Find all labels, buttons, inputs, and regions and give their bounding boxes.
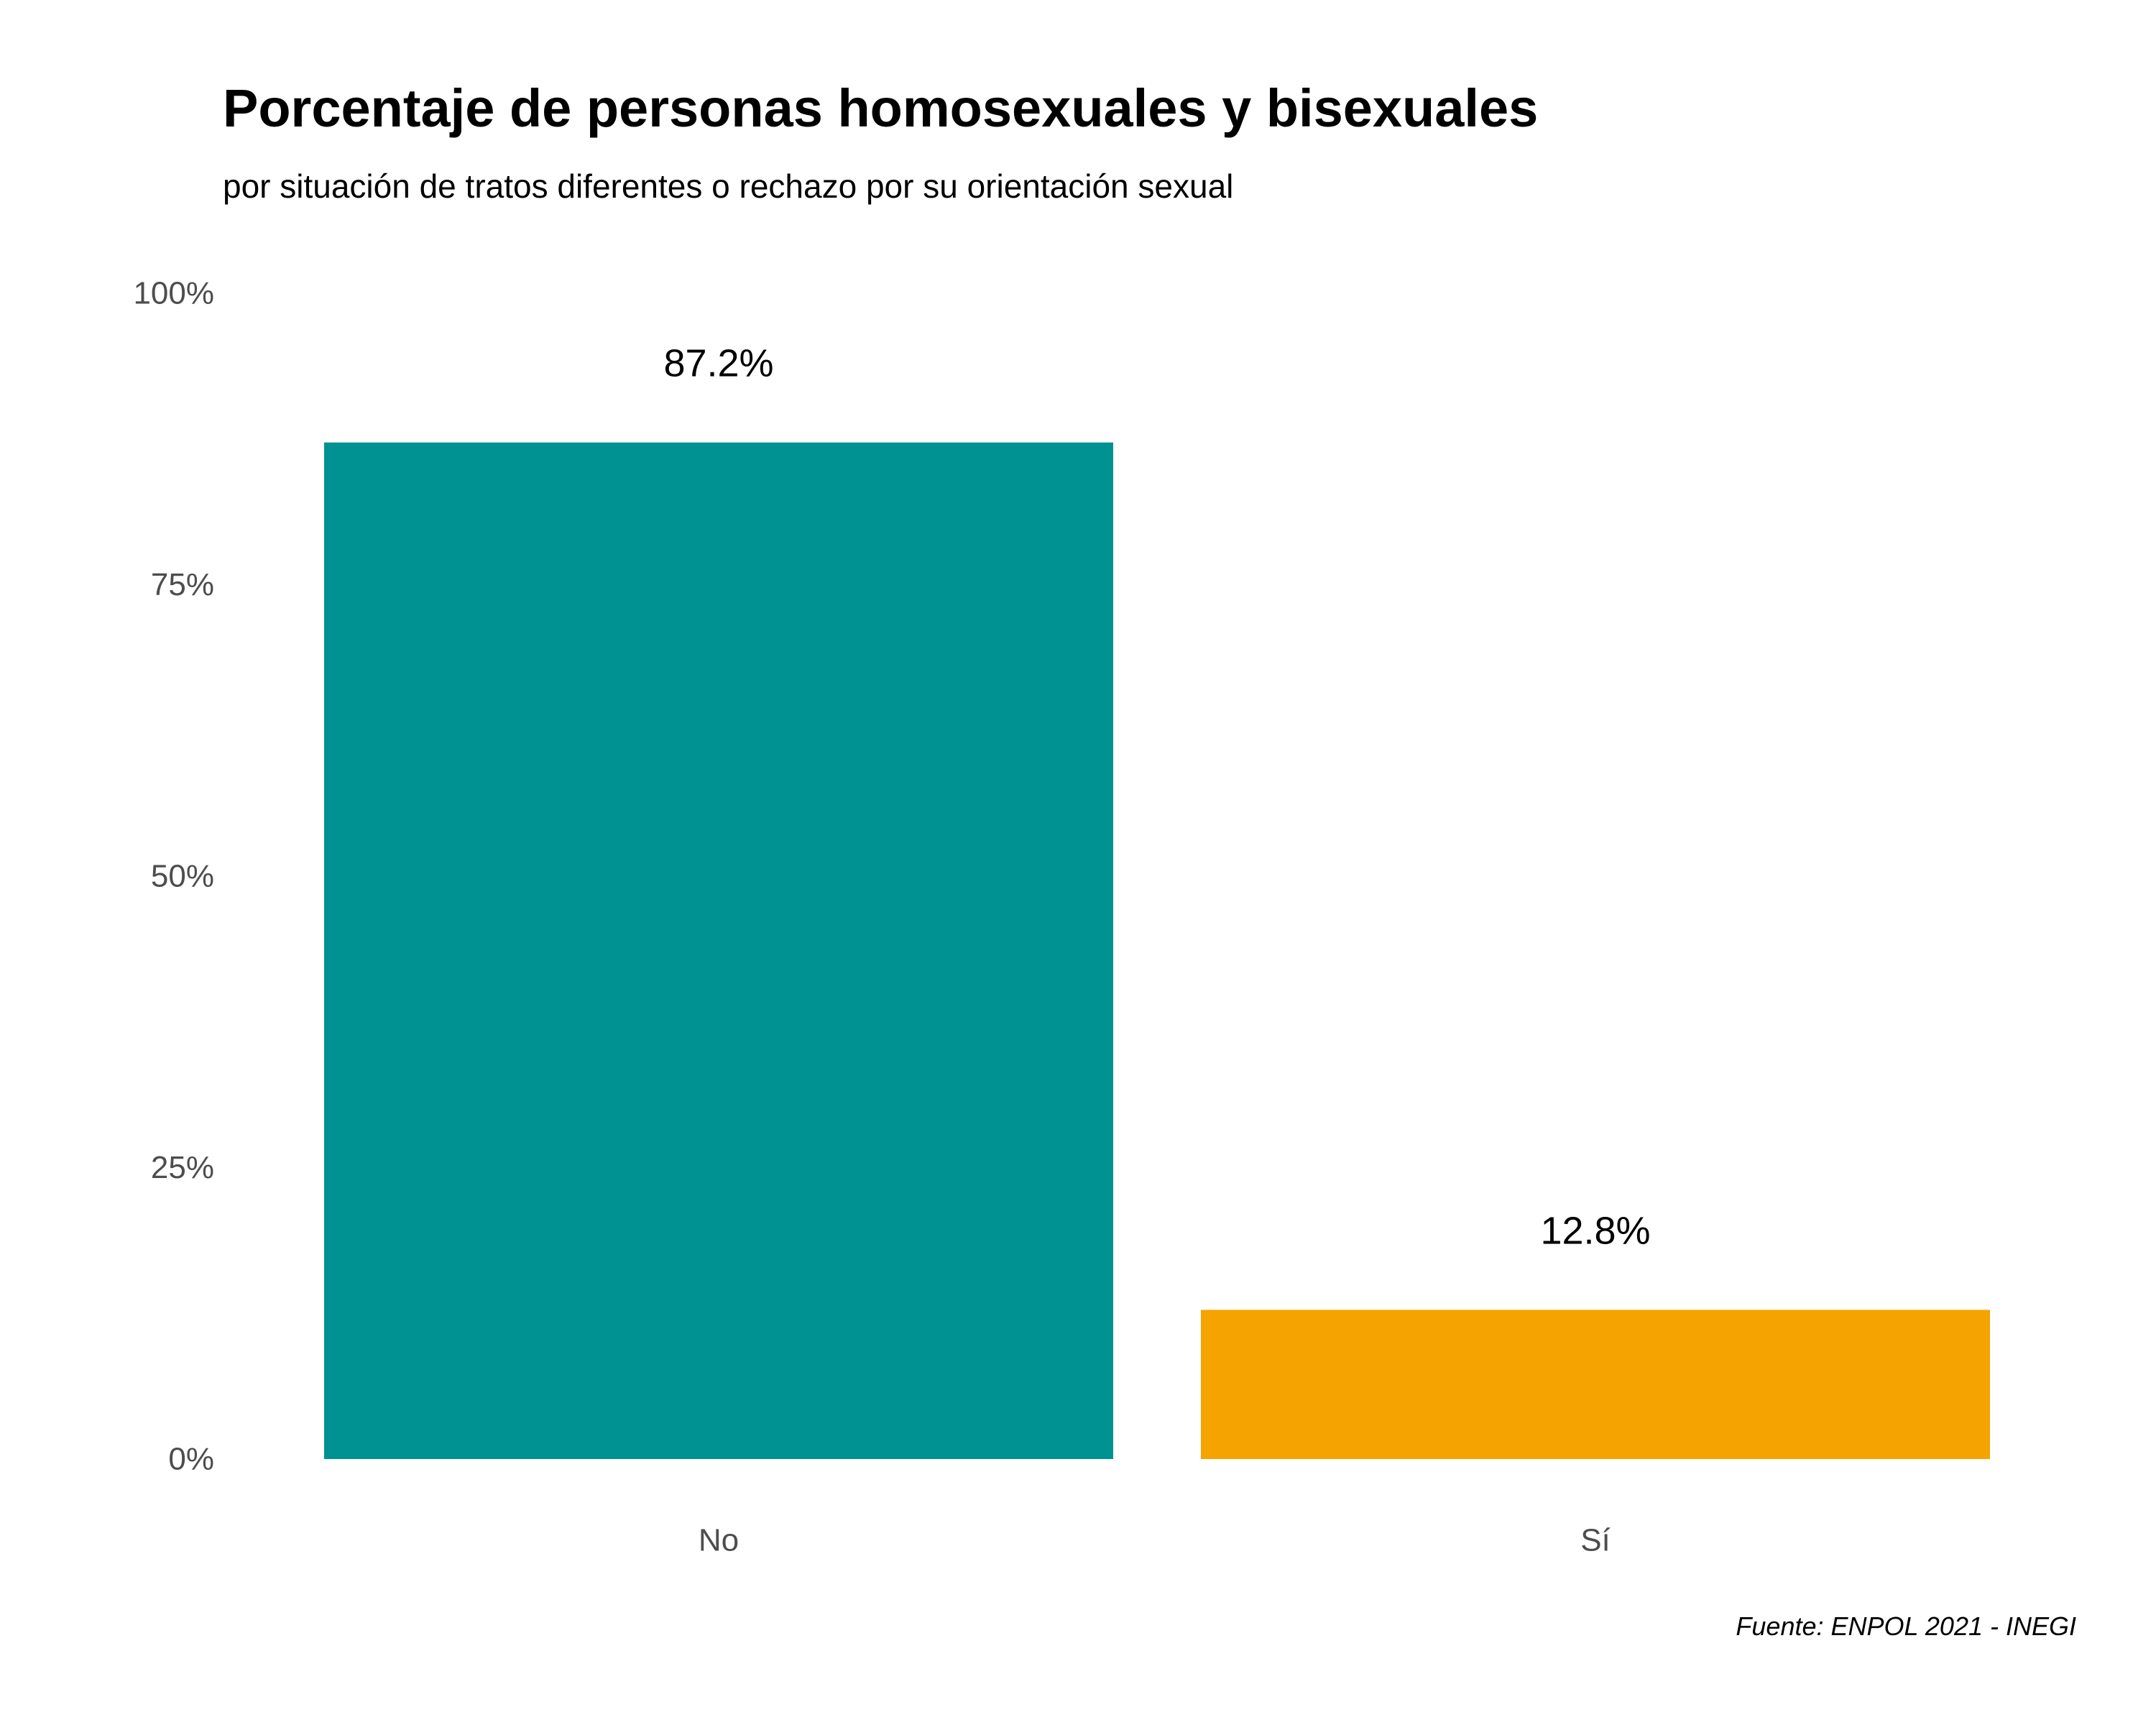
x-tick-label: Sí: [1580, 1523, 1611, 1558]
y-tick-label: 75%: [151, 567, 214, 602]
data-label: 87.2%: [663, 342, 773, 385]
y-tick-label: 50%: [151, 859, 214, 894]
chart-caption: Fuente: ENPOL 2021 - INEGI: [1736, 1611, 2076, 1641]
data-label: 12.8%: [1540, 1209, 1650, 1252]
bar-2: [1201, 1310, 1990, 1459]
chart-subtitle: por situación de tratos diferentes o rec…: [223, 167, 1234, 205]
y-tick-label: 0%: [168, 1442, 214, 1477]
y-tick-label: 25%: [151, 1150, 214, 1185]
chart-title: Porcentaje de personas homosexuales y bi…: [223, 78, 1539, 138]
x-tick-label: No: [699, 1523, 739, 1558]
y-tick-label: 100%: [133, 276, 214, 311]
bar-1: [324, 442, 1113, 1460]
